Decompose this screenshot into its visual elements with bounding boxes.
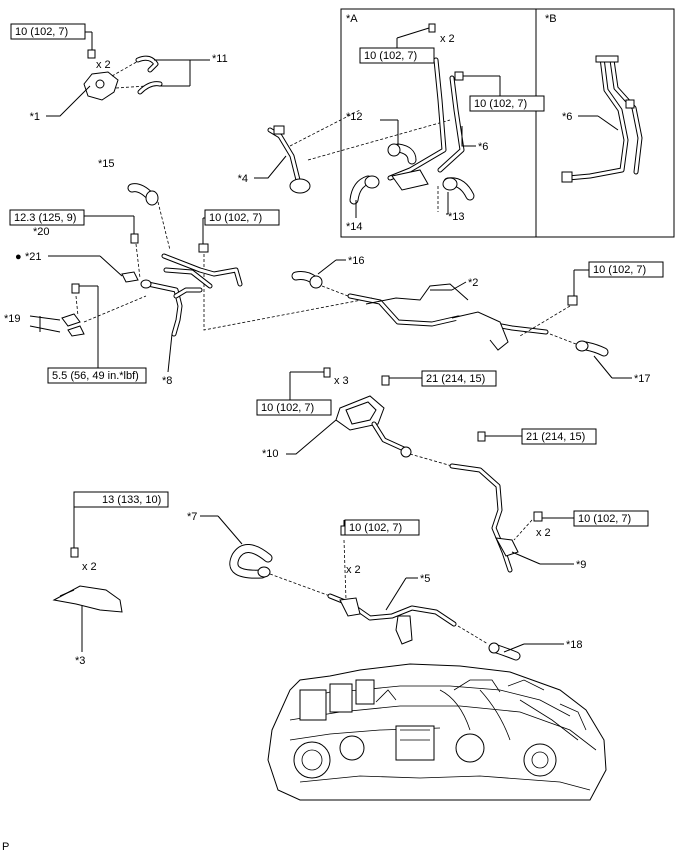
torque-spec: 10 (102, 7) <box>261 402 314 414</box>
callout-label: *17 <box>634 373 651 385</box>
quantity-label: x 3 <box>334 375 349 387</box>
callout-label: *21 <box>25 251 42 263</box>
quantity-label: x 2 <box>440 33 455 45</box>
callout-label: *4 <box>238 173 248 185</box>
quantity-label: x 2 <box>82 561 97 573</box>
callout-label: *7 <box>187 511 197 523</box>
callout-label: *14 <box>346 221 363 233</box>
torque-box <box>73 491 169 508</box>
callout-label: *15 <box>98 158 115 170</box>
torque-box <box>521 428 597 445</box>
pipe-part <box>449 463 513 573</box>
callout-label: *8 <box>162 375 172 387</box>
torque-box <box>469 95 545 112</box>
torque-spec: 13 (133, 10) <box>102 494 161 506</box>
bolt-icon <box>130 233 139 244</box>
callout-label: *16 <box>348 255 365 267</box>
callout-label: *9 <box>576 559 586 571</box>
torque-box <box>421 370 497 387</box>
callout-label: *13 <box>448 211 465 223</box>
torque-box <box>344 519 420 536</box>
bolt-icon <box>567 295 578 306</box>
bolt-icon <box>70 547 79 558</box>
bolt-icon <box>71 283 80 294</box>
callout-label: *5 <box>420 573 430 585</box>
bolt-icon <box>381 375 390 386</box>
torque-spec: 10 (102, 7) <box>209 212 262 224</box>
engine-assembly-illustration <box>267 663 607 801</box>
clip-part <box>121 271 139 283</box>
bolt-icon <box>477 431 486 442</box>
bolt-icon <box>323 367 331 378</box>
bolt-icon <box>533 511 543 522</box>
nut-icon <box>198 243 209 253</box>
panel-a-label: *A <box>346 13 358 25</box>
torque-spec: 10 (102, 7) <box>474 98 527 110</box>
callout-label: *2 <box>468 277 478 289</box>
torque-box <box>573 510 649 527</box>
callout-label: *10 <box>262 448 279 460</box>
bracket-part <box>52 585 123 613</box>
torque-spec: 21 (214, 15) <box>426 373 485 385</box>
figure-code: P <box>2 841 9 852</box>
callout-label: *19 <box>4 313 21 325</box>
torque-box <box>256 399 332 416</box>
torque-spec: 5.5 (56, 49 in.*lbf) <box>52 370 139 382</box>
callout-label: *3 <box>75 655 85 667</box>
water-pipe-part <box>387 57 447 181</box>
torque-spec: 10 (102, 7) <box>15 26 68 38</box>
callout-label: *6 <box>478 141 488 153</box>
bullet-mark: ● <box>15 251 22 263</box>
torque-box <box>9 209 85 226</box>
nut-icon <box>454 71 464 81</box>
bolt-icon <box>87 49 96 59</box>
torque-spec: 12.3 (125, 9) <box>14 212 76 224</box>
torque-spec: 10 (102, 7) <box>593 264 646 276</box>
quantity-label: x 2 <box>536 527 551 539</box>
callout-label: *20 <box>33 226 50 238</box>
torque-spec: 10 (102, 7) <box>349 522 402 534</box>
callout-label: *1 <box>30 111 40 123</box>
water-pipe-part <box>565 55 629 181</box>
detail-panel-frame <box>340 8 675 238</box>
torque-spec: 21 (214, 15) <box>526 431 585 443</box>
quantity-label: x 2 <box>346 564 361 576</box>
callout-label: *18 <box>566 639 583 651</box>
torque-spec: 10 (102, 7) <box>578 513 631 525</box>
callout-label: *12 <box>346 111 363 123</box>
bolt-icon <box>428 23 436 33</box>
callout-label: *6 <box>562 111 572 123</box>
torque-box <box>47 367 147 384</box>
torque-spec: 10 (102, 7) <box>364 50 417 62</box>
panel-b-label: *B <box>545 13 557 25</box>
quantity-label: x 2 <box>96 59 111 71</box>
callout-label: *11 <box>212 53 228 65</box>
